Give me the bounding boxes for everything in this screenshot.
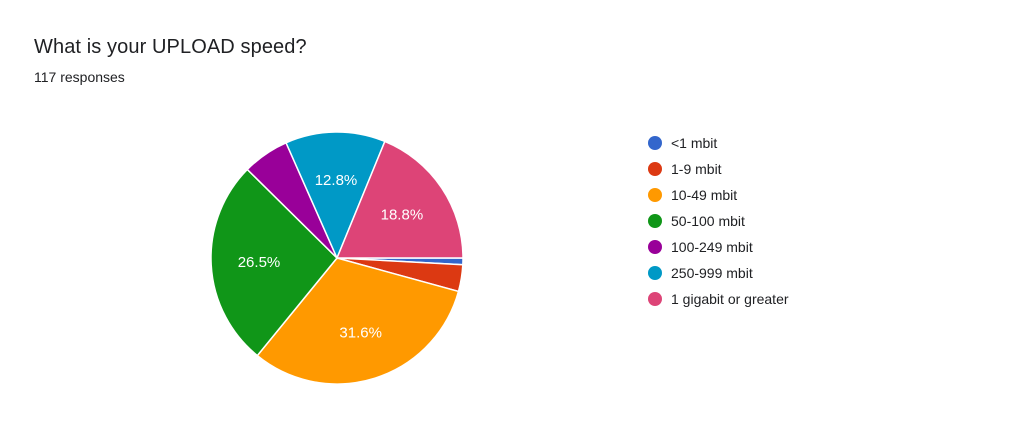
legend-label: 1 gigabit or greater xyxy=(671,291,789,307)
pie-slice-label-3: 26.5% xyxy=(238,254,281,271)
legend-swatch-icon xyxy=(648,266,662,280)
chart-legend: <1 mbit 1-9 mbit 10-49 mbit 50-100 mbit 100-… xyxy=(648,130,789,312)
legend-label: 100-249 mbit xyxy=(671,239,753,255)
chart-title: What is your UPLOAD speed? xyxy=(34,36,307,58)
legend-item-4[interactable]: 100-249 mbit xyxy=(648,234,789,260)
pie-slice-label-6: 18.8% xyxy=(381,207,424,224)
legend-swatch-icon xyxy=(648,292,662,306)
legend-label: 250-999 mbit xyxy=(671,265,753,281)
legend-swatch-icon xyxy=(648,240,662,254)
legend-swatch-icon xyxy=(648,136,662,150)
pie-slice-label-5: 12.8% xyxy=(315,172,358,189)
legend-swatch-icon xyxy=(648,214,662,228)
pie-slice-2[interactable] xyxy=(256,257,460,385)
legend-item-6[interactable]: 1 gigabit or greater xyxy=(648,286,789,312)
legend-swatch-icon xyxy=(648,162,662,176)
legend-swatch-icon xyxy=(648,188,662,202)
legend-item-3[interactable]: 50-100 mbit xyxy=(648,208,789,234)
legend-item-1[interactable]: 1-9 mbit xyxy=(648,156,789,182)
legend-label: 10-49 mbit xyxy=(671,187,738,203)
pie-slice-5[interactable] xyxy=(285,131,386,260)
legend-label: <1 mbit xyxy=(671,135,718,151)
legend-item-0[interactable]: <1 mbit xyxy=(648,130,789,156)
pie-slice-label-2: 31.6% xyxy=(339,324,382,341)
legend-label: 50-100 mbit xyxy=(671,213,745,229)
response-count: 117 responses xyxy=(34,69,125,85)
pie-slice-6[interactable] xyxy=(335,140,464,259)
legend-item-2[interactable]: 10-49 mbit xyxy=(648,182,789,208)
legend-label: 1-9 mbit xyxy=(671,161,722,177)
legend-item-5[interactable]: 250-999 mbit xyxy=(648,260,789,286)
pie-slice-3[interactable] xyxy=(210,168,339,357)
